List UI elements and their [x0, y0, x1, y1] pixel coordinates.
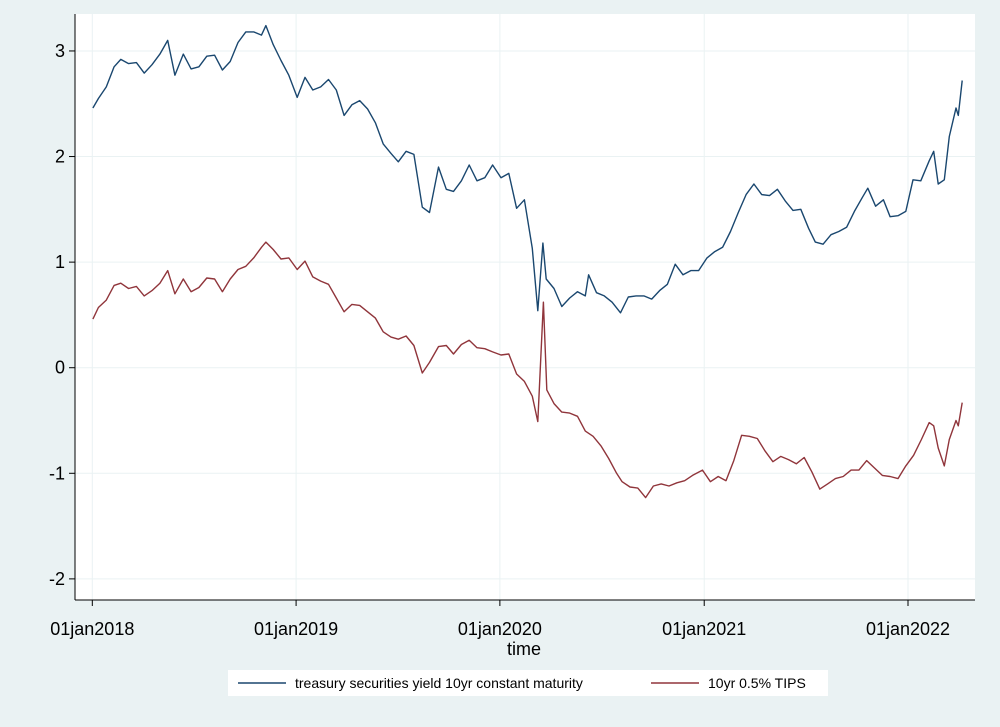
- x-tick-label: 01jan2019: [254, 619, 338, 639]
- y-tick-label: -1: [49, 463, 65, 483]
- legend-box: [228, 670, 828, 696]
- series-line-treasury-10yr: [92, 24, 963, 314]
- x-axis-ticks: 01jan2018 01jan2019 01jan2020 01jan2021 01ja…: [50, 600, 950, 639]
- plot-area: [75, 14, 975, 600]
- x-tick-label: 01jan2022: [866, 619, 950, 639]
- series-lines: [92, 24, 963, 499]
- y-tick-label: 3: [55, 41, 65, 61]
- y-axis-ticks: -2 -1 0 1 2 3: [49, 41, 75, 589]
- legend: treasury securities yield 10yr constant …: [228, 670, 828, 696]
- x-axis-title: time: [507, 639, 541, 659]
- legend-label-tips: 10yr 0.5% TIPS: [708, 675, 806, 691]
- y-tick-label: -2: [49, 569, 65, 589]
- series-line-tips-10yr: [92, 241, 963, 499]
- y-tick-label: 0: [55, 358, 65, 378]
- x-tick-label: 01jan2021: [662, 619, 746, 639]
- x-tick-label: 01jan2020: [458, 619, 542, 639]
- gridlines: [75, 14, 975, 600]
- y-tick-label: 1: [55, 252, 65, 272]
- legend-label-treasury: treasury securities yield 10yr constant …: [295, 675, 583, 691]
- x-tick-label: 01jan2018: [50, 619, 134, 639]
- y-tick-label: 2: [55, 147, 65, 167]
